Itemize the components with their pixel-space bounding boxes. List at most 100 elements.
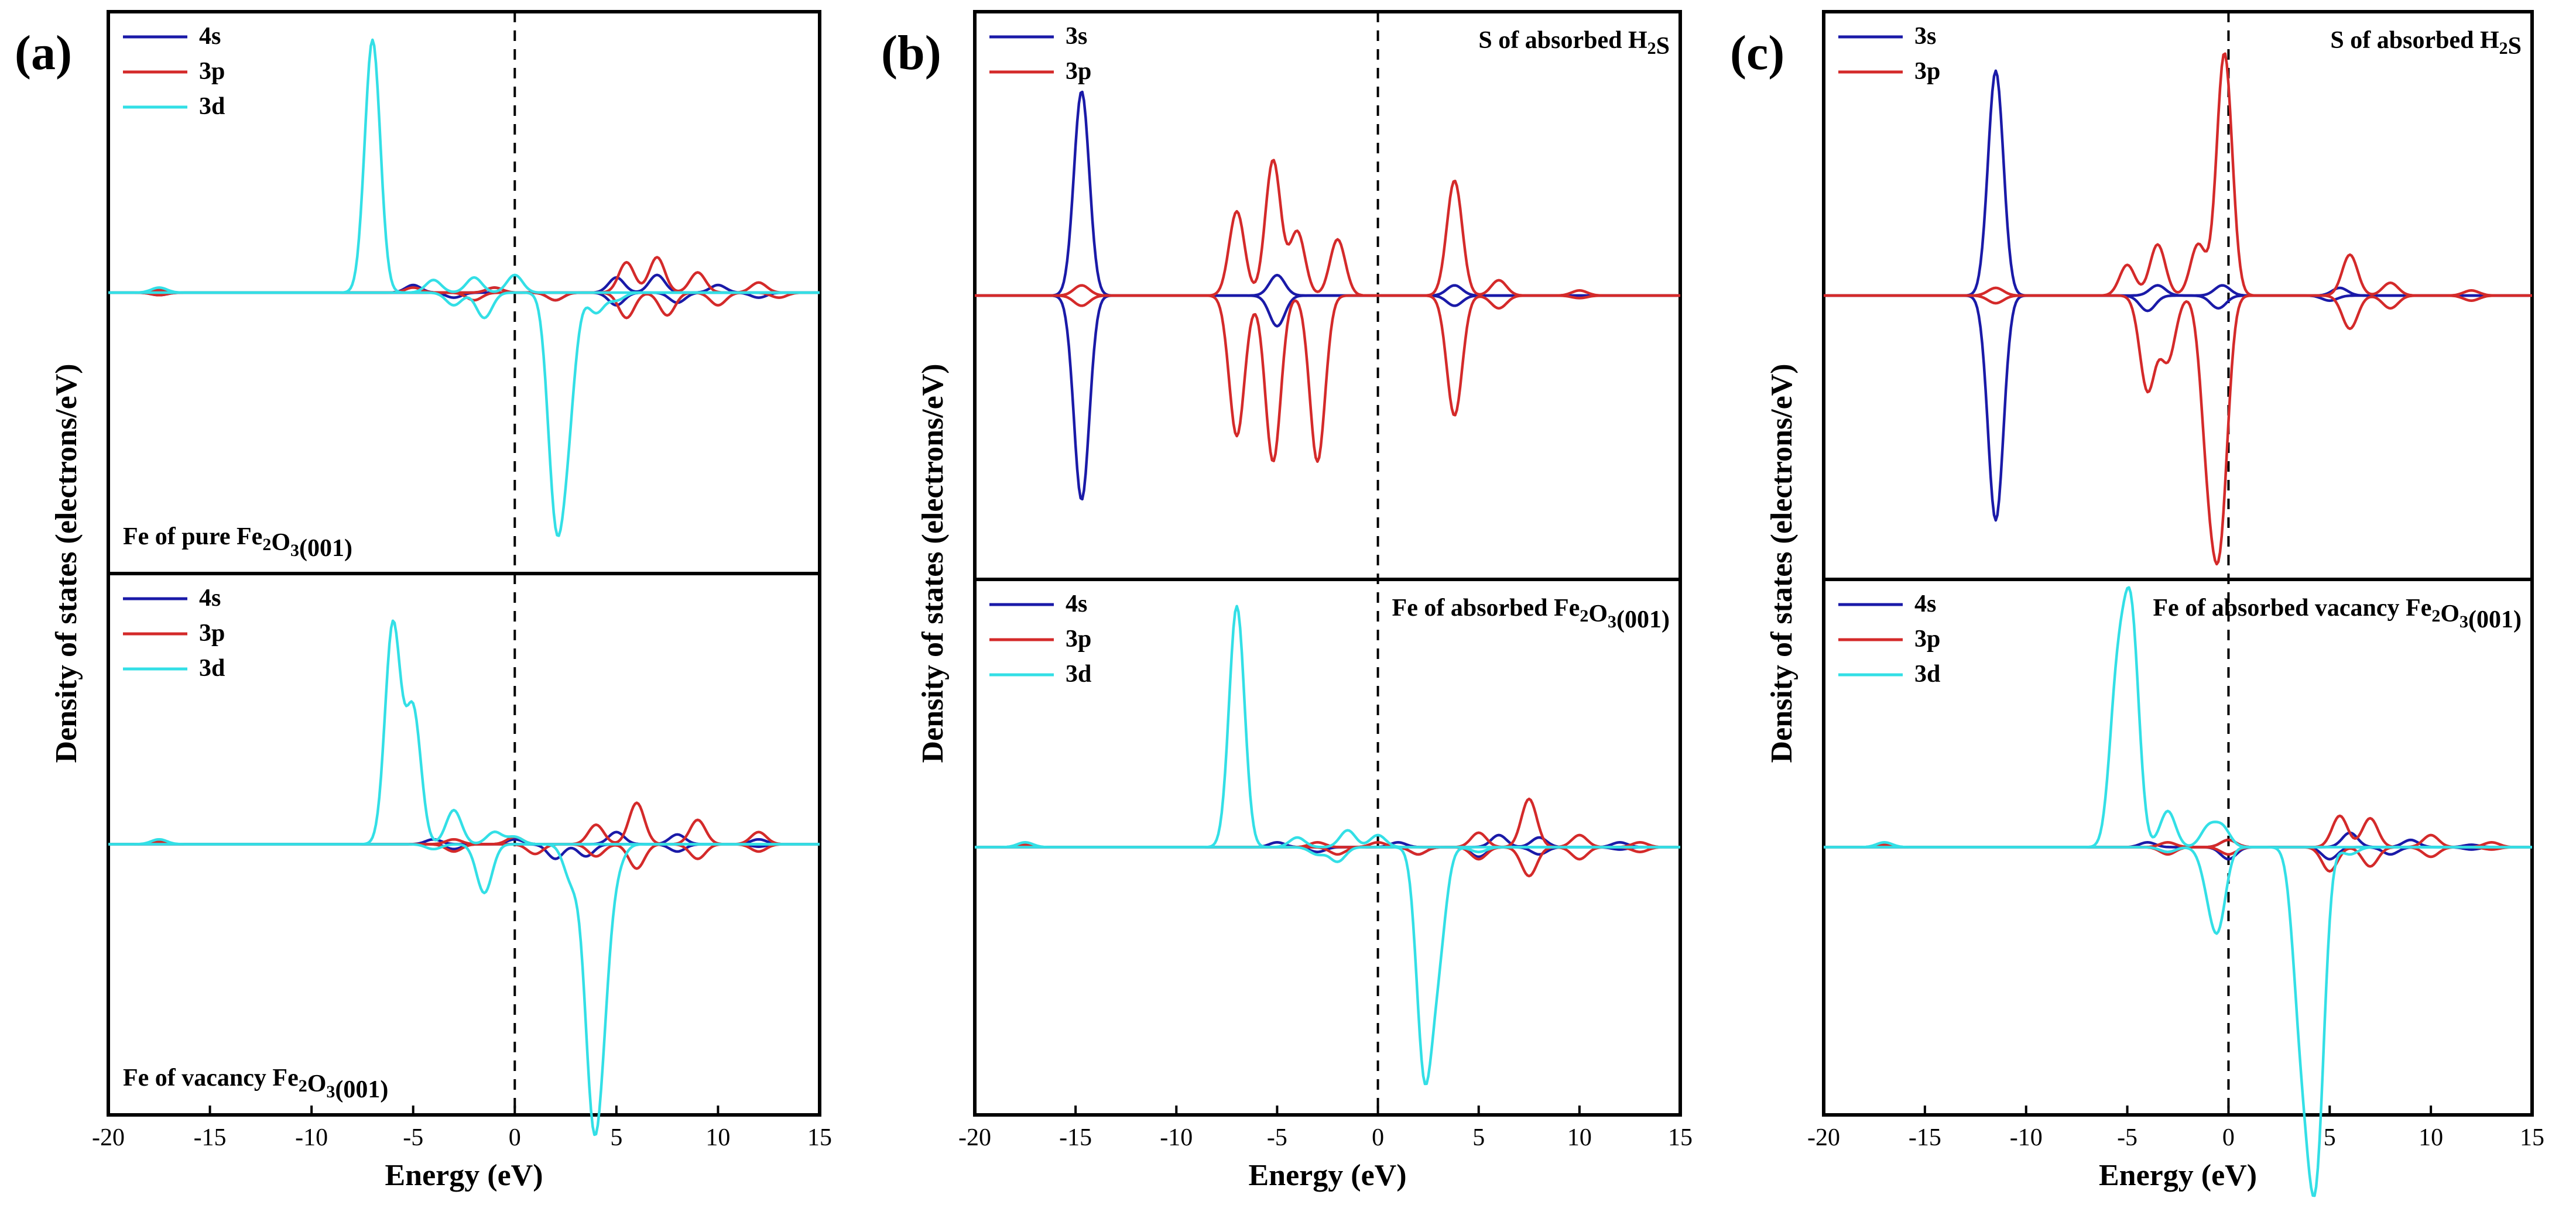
- x-tick-label: 0: [509, 1124, 521, 1151]
- panel-1: -20 -15 -10 -5 0 5 10 15 Energy (eV) Density of s…: [881, 10, 1693, 1192]
- x-axis-label: Energy (eV): [2099, 1159, 2257, 1192]
- x-tick-label: -5: [1267, 1124, 1287, 1151]
- x-tick-label: -15: [1909, 1124, 1941, 1151]
- annotation-suffix: (001): [2468, 606, 2522, 633]
- series-3p-spin-down: [108, 843, 820, 870]
- legend-label: 4s: [199, 23, 221, 50]
- annotation-mid: O: [271, 529, 290, 556]
- legend-label: 4s: [199, 585, 221, 612]
- annotation-prefix: Fe of vacancy Fe: [123, 1065, 299, 1091]
- annotation-suffix: (001): [1616, 606, 1670, 633]
- subplot-1: 4s 3p 3d Fe of absorbed vacancy Fe2O3(001): [1824, 586, 2532, 1197]
- annotation-sub1: 2: [2499, 39, 2508, 58]
- legend-label: 3p: [199, 58, 225, 85]
- y-axis-label: Density of states (electrons/eV): [1765, 363, 1799, 763]
- subplot-0: 3s 3p S of absorbed H2S: [1824, 23, 2532, 566]
- series-3s-spin-up: [975, 90, 1680, 297]
- annotation-sub1: 2: [2431, 606, 2440, 626]
- x-tick-label: -20: [958, 1124, 991, 1151]
- series-3p-spin-up: [975, 797, 1680, 849]
- annotation-mid: O: [2440, 600, 2459, 627]
- subplot-1: 4s 3p 3d Fe of vacancy Fe2O3(001): [108, 585, 820, 1137]
- x-tick-label: 0: [1372, 1124, 1384, 1151]
- subplot-annotation: Fe of pure Fe2O3(001): [123, 523, 352, 562]
- legend-label: 3s: [1914, 23, 1936, 50]
- annotation-sub1: 2: [1647, 39, 1656, 58]
- plot-frame: [107, 10, 821, 1117]
- legend-label: 3p: [1066, 626, 1091, 653]
- legend-label: 3d: [199, 655, 225, 682]
- annotation-sub2: 3: [1608, 612, 1616, 631]
- panel-label: (b): [881, 26, 941, 80]
- subplot-annotation: S of absorbed H2S: [1478, 27, 1670, 60]
- x-tick-label: -5: [2117, 1124, 2137, 1151]
- x-tick-label: 5: [2324, 1124, 2336, 1151]
- series-3p-spin-down: [975, 846, 1680, 878]
- annotation-sub2: 3: [2459, 612, 2468, 631]
- legend-label: 3p: [1914, 58, 1940, 85]
- annotation-mid: S: [1656, 33, 1670, 60]
- panel-0: -20 -15 -10 -5 0 5 10 15 Energy (eV) Density of s…: [15, 10, 832, 1192]
- panel-label: (c): [1730, 26, 1784, 80]
- legend-label: 3d: [1914, 661, 1940, 688]
- annotation-mid: O: [1588, 600, 1608, 627]
- series-3d-spin-down: [108, 291, 820, 537]
- subplot-0: 4s 3p 3d Fe of pure Fe2O3(001): [108, 23, 820, 562]
- y-axis-label: Density of states (electrons/eV): [916, 363, 950, 763]
- x-tick-label: 10: [705, 1124, 730, 1151]
- series-3p-spin-up: [975, 159, 1680, 297]
- x-tick-label: 10: [2419, 1124, 2443, 1151]
- legend-label: 3d: [199, 93, 225, 120]
- x-tick-label: -5: [403, 1124, 423, 1151]
- legend-label: 3p: [199, 620, 225, 647]
- series-3s-spin-down: [975, 294, 1680, 501]
- x-tick-label: 5: [1472, 1124, 1485, 1151]
- legend-label: 3d: [1066, 661, 1091, 688]
- annotation-sub1: 2: [1580, 606, 1588, 626]
- x-tick-label: 5: [610, 1124, 622, 1151]
- legend-label: 3p: [1914, 626, 1940, 653]
- annotation-prefix: Fe of pure Fe: [123, 523, 262, 550]
- series-3p-spin-down: [975, 294, 1680, 463]
- subplot-1: 4s 3p 3d Fe of absorbed Fe2O3(001): [975, 591, 1680, 1086]
- series-3p-spin-down: [1824, 846, 2532, 873]
- series-3p-spin-down: [1824, 294, 2532, 566]
- annotation-suffix: (001): [335, 1076, 388, 1103]
- panel-2: -20 -15 -10 -5 0 5 10 15 Energy (eV) Density of s…: [1730, 10, 2544, 1197]
- series-3d-spin-up: [108, 619, 820, 846]
- x-tick-label: 15: [807, 1124, 832, 1151]
- annotation-prefix: Fe of absorbed Fe: [1392, 595, 1580, 622]
- annotation-sub2: 3: [326, 1082, 335, 1101]
- annotation-sub1: 2: [262, 535, 271, 554]
- x-axis-label: Energy (eV): [385, 1159, 543, 1192]
- subplot-annotation: Fe of absorbed Fe2O3(001): [1392, 595, 1670, 633]
- x-tick-label: 0: [2222, 1124, 2235, 1151]
- x-axis-label: Energy (eV): [1248, 1159, 1406, 1192]
- annotation-mid: O: [307, 1070, 327, 1097]
- subplot-0: 3s 3p S of absorbed H2S: [975, 23, 1680, 501]
- series-3p-spin-down: [108, 291, 820, 320]
- annotation-prefix: S of absorbed H: [1478, 27, 1647, 54]
- annotation-suffix: (001): [299, 535, 352, 562]
- x-tick-label: -10: [295, 1124, 328, 1151]
- x-tick-label: -20: [1807, 1124, 1840, 1151]
- series-3s-spin-down: [1824, 294, 2532, 522]
- annotation-mid: S: [2508, 33, 2522, 60]
- x-tick-label: -10: [1160, 1124, 1193, 1151]
- plot-frame: [1822, 10, 2534, 1117]
- series-3p-spin-up: [108, 801, 820, 846]
- panel-label: (a): [15, 26, 72, 80]
- x-tick-label: -15: [1059, 1124, 1092, 1151]
- subplot-annotation: S of absorbed H2S: [2330, 27, 2522, 60]
- x-tick-label: -20: [92, 1124, 125, 1151]
- x-tick-label: 15: [2520, 1124, 2544, 1151]
- subplot-annotation: Fe of vacancy Fe2O3(001): [123, 1065, 388, 1103]
- x-tick-label: 10: [1567, 1124, 1592, 1151]
- series-3s-spin-up: [1824, 69, 2532, 297]
- x-tick-label: 15: [1668, 1124, 1693, 1151]
- subplot-annotation: Fe of absorbed vacancy Fe2O3(001): [2153, 595, 2522, 633]
- series-3p-spin-up: [1824, 52, 2532, 297]
- y-axis-label: Density of states (electrons/eV): [50, 363, 83, 763]
- legend-label: 4s: [1066, 591, 1087, 617]
